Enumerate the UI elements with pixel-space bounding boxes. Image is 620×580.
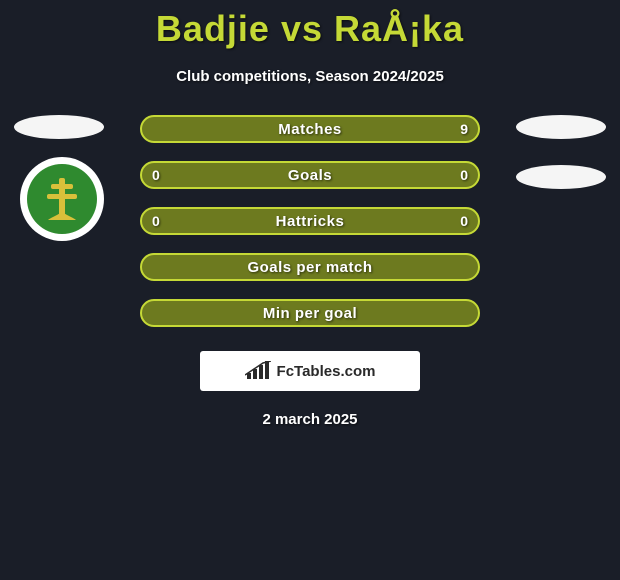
stat-right-value: 0 (460, 167, 468, 183)
brand-text: FcTables.com (277, 363, 376, 380)
left-club-badge (20, 157, 104, 241)
left-player-pill-1 (14, 115, 104, 139)
stat-label: Hattricks (276, 213, 345, 230)
stat-left-value: 0 (152, 213, 160, 229)
bar-chart-icon (245, 361, 271, 381)
stat-label: Min per goal (263, 305, 357, 322)
stat-label: Goals (288, 167, 332, 184)
stat-row-goals-per-match: Goals per match (140, 253, 480, 281)
stat-row-goals: 0 Goals 0 (140, 161, 480, 189)
footer-date: 2 march 2025 (0, 411, 620, 428)
page-title: Badjie vs RaÅ¡ka (0, 0, 620, 50)
stat-right-value: 0 (460, 213, 468, 229)
stat-label: Goals per match (247, 259, 372, 276)
brand-badge[interactable]: FcTables.com (200, 351, 420, 391)
stats-rows: Matches 9 0 Goals 0 0 Hattricks 0 Goals … (140, 115, 480, 327)
stat-left-value: 0 (152, 167, 160, 183)
right-player-pill-2 (516, 165, 606, 189)
stat-row-matches: Matches 9 (140, 115, 480, 143)
stats-panel: Matches 9 0 Goals 0 0 Hattricks 0 Goals … (0, 115, 620, 428)
stat-row-min-per-goal: Min per goal (140, 299, 480, 327)
stat-label: Matches (278, 121, 342, 138)
page-subtitle: Club competitions, Season 2024/2025 (0, 68, 620, 85)
stat-row-hattricks: 0 Hattricks 0 (140, 207, 480, 235)
right-player-pill-1 (516, 115, 606, 139)
stat-right-value: 9 (460, 121, 468, 137)
double-cross-icon (42, 176, 82, 222)
